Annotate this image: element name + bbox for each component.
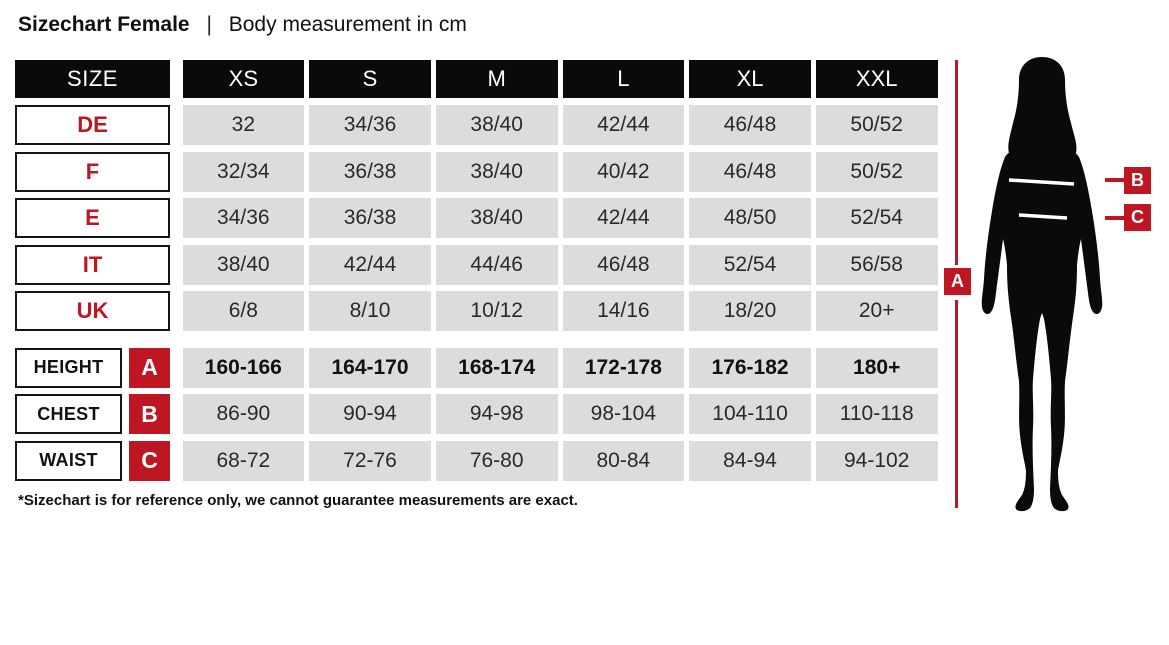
footnote-text: *Sizechart is for reference only, we can…: [18, 492, 578, 509]
measurement-cell: 172-178: [562, 347, 685, 388]
measurement-cell: 84-94: [689, 440, 811, 481]
measurement-label-height: HEIGHT: [15, 347, 122, 388]
sizechart-table: SIZE XS S M L XL XXL DE 32 34/36 38/40 42/44 46/48…: [15, 60, 940, 487]
waist-line: [1018, 213, 1068, 220]
marker-badge-b: B: [129, 394, 170, 434]
measurement-cell: 164-170: [309, 347, 431, 388]
measurement-cell: 104-110: [689, 394, 811, 434]
size-row-label-it: IT: [15, 244, 170, 285]
measurement-cell: 94-102: [815, 440, 938, 481]
waist-pointer-line: [1105, 216, 1125, 220]
size-cell: 46/48: [562, 244, 685, 285]
measurement-cell: 176-182: [689, 347, 811, 388]
measurement-label-group: HEIGHT A: [15, 347, 170, 388]
measurement-cell: 160-166: [182, 347, 305, 388]
measurement-row-chest: CHEST B 86-90 90-94 94-98 98-104 104-110 110-11…: [15, 394, 940, 434]
size-row-it: IT 38/40 42/44 44/46 46/48 52/54 56/58: [15, 244, 940, 285]
size-cell: 48/50: [689, 198, 811, 238]
size-cell: 50/52: [815, 105, 938, 145]
size-header-cell: SIZE: [15, 60, 170, 98]
size-row-label-f: F: [15, 151, 170, 192]
size-row-label-e: E: [15, 198, 170, 238]
size-row-label-uk: UK: [15, 291, 170, 331]
title-subtitle: Body measurement in cm: [228, 13, 467, 36]
size-row-e: E 34/36 36/38 38/40 42/44 48/50 52/54: [15, 198, 940, 238]
size-cell: 42/44: [562, 198, 685, 238]
size-cell: 52/54: [815, 198, 938, 238]
size-cell: 50/52: [815, 151, 938, 192]
measurement-cell: 76-80: [435, 440, 558, 481]
measurement-rows-container: HEIGHT A 160-166 164-170 168-174 172-178 176-1…: [15, 347, 940, 481]
size-cell: 40/42: [562, 151, 685, 192]
size-cell: 46/48: [689, 151, 811, 192]
page-title: Sizechart Female | Body measurement in c…: [18, 13, 467, 37]
size-cell: 34/36: [309, 105, 431, 145]
size-cell: 36/38: [309, 198, 431, 238]
size-cell: 46/48: [689, 105, 811, 145]
size-cell: 14/16: [562, 291, 685, 331]
title-main: Sizechart Female: [18, 13, 190, 36]
chest-line: [1008, 178, 1075, 186]
column-header-m: M: [435, 60, 558, 98]
size-cell: 38/40: [435, 198, 558, 238]
measurement-cell: 72-76: [309, 440, 431, 481]
size-row-label-de: DE: [15, 105, 170, 145]
size-cell: 20+: [815, 291, 938, 331]
column-header-s: S: [309, 60, 431, 98]
size-cell: 32: [182, 105, 305, 145]
figure-height-badge: A: [944, 268, 971, 295]
header-row: SIZE XS S M L XL XXL: [15, 60, 940, 98]
measurement-cell: 110-118: [815, 394, 938, 434]
measurement-cell: 180+: [815, 347, 938, 388]
size-cell: 38/40: [435, 105, 558, 145]
marker-badge-a: A: [129, 347, 170, 388]
column-header-xxl: XXL: [815, 60, 938, 98]
figure-chest-badge: B: [1124, 167, 1151, 194]
measurement-label-group: CHEST B: [15, 394, 170, 434]
measurement-cell: 86-90: [182, 394, 305, 434]
measurement-label-chest: CHEST: [15, 394, 122, 434]
measurement-cell: 68-72: [182, 440, 305, 481]
measurement-cell: 90-94: [309, 394, 431, 434]
female-silhouette-icon: [981, 57, 1103, 512]
size-row-uk: UK 6/8 8/10 10/12 14/16 18/20 20+: [15, 291, 940, 331]
size-cell: 56/58: [815, 244, 938, 285]
column-header-l: L: [562, 60, 685, 98]
size-cell: 42/44: [562, 105, 685, 145]
column-header-xl: XL: [689, 60, 811, 98]
chest-pointer-line: [1105, 178, 1125, 182]
size-cell: 36/38: [309, 151, 431, 192]
measurement-row-height: HEIGHT A 160-166 164-170 168-174 172-178 176-1…: [15, 347, 940, 388]
size-cell: 32/34: [182, 151, 305, 192]
table-section-gap: [15, 338, 940, 348]
size-rows-container: DE 32 34/36 38/40 42/44 46/48 50/52 F 32/34 36/38…: [15, 105, 940, 331]
size-cell: 6/8: [182, 291, 305, 331]
size-cell: 18/20: [689, 291, 811, 331]
column-header-xs: XS: [182, 60, 305, 98]
size-cell: 8/10: [309, 291, 431, 331]
measurement-cell: 168-174: [435, 347, 558, 388]
size-cell: 34/36: [182, 198, 305, 238]
size-row-de: DE 32 34/36 38/40 42/44 46/48 50/52: [15, 105, 940, 145]
height-measure-line-top: [955, 60, 958, 265]
size-cell: 10/12: [435, 291, 558, 331]
size-cell: 38/40: [182, 244, 305, 285]
measurement-cell: 94-98: [435, 394, 558, 434]
marker-badge-c: C: [129, 440, 170, 481]
measurement-cell: 80-84: [562, 440, 685, 481]
size-row-f: F 32/34 36/38 38/40 40/42 46/48 50/52: [15, 151, 940, 192]
measurement-label-group: WAIST C: [15, 440, 170, 481]
size-cell: 44/46: [435, 244, 558, 285]
size-cell: 42/44: [309, 244, 431, 285]
figure-waist-badge: C: [1124, 204, 1151, 231]
size-cell: 52/54: [689, 244, 811, 285]
height-measure-line-bottom: [955, 300, 958, 508]
size-cell: 38/40: [435, 151, 558, 192]
measurement-label-waist: WAIST: [15, 440, 122, 481]
title-separator: |: [206, 13, 212, 36]
measurement-row-waist: WAIST C 68-72 72-76 76-80 80-84 84-94 94-102: [15, 440, 940, 481]
measurement-cell: 98-104: [562, 394, 685, 434]
